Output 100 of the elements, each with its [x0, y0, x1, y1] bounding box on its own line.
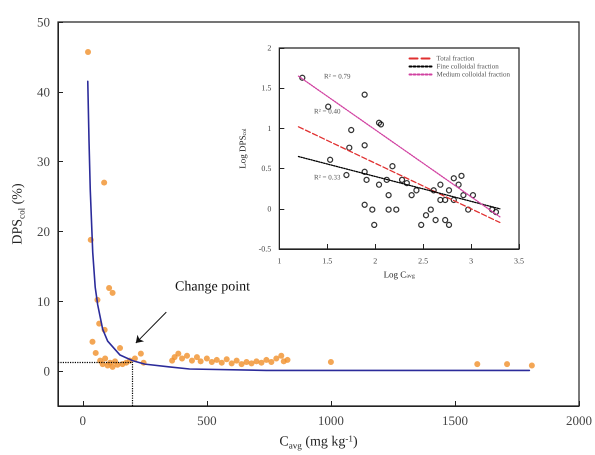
point [470, 192, 476, 198]
point [437, 196, 444, 204]
point [386, 206, 392, 213]
point [214, 356, 220, 363]
point [278, 352, 284, 359]
point [92, 350, 99, 356]
point [117, 345, 124, 352]
point [384, 176, 390, 183]
point [348, 126, 354, 134]
point [422, 212, 430, 218]
y-tick-label: 10 [37, 294, 50, 309]
point [398, 176, 406, 183]
y-axis-title: DPScol (%) [10, 183, 26, 245]
point [188, 358, 195, 364]
point [418, 222, 424, 228]
point [238, 361, 245, 368]
point [362, 92, 368, 98]
y-tick-label: -0.5 [258, 244, 272, 254]
point [442, 216, 448, 224]
point [110, 364, 116, 370]
point [184, 352, 190, 359]
point [369, 206, 376, 213]
point [253, 358, 260, 364]
point [446, 187, 452, 194]
point [244, 359, 250, 366]
point [404, 180, 410, 186]
point [432, 216, 439, 224]
y-tick-label: 1 [267, 124, 272, 133]
point [408, 192, 415, 198]
point [89, 338, 96, 345]
point [284, 356, 290, 363]
y-tick-label: 20 [37, 224, 50, 239]
point [492, 208, 500, 216]
y-tick-label: 0 [44, 364, 50, 379]
point [393, 206, 400, 213]
y-tick-label: 40 [37, 84, 50, 100]
point [376, 120, 382, 126]
point [198, 358, 204, 364]
x-tick-label: 1.5 [322, 256, 332, 266]
point [224, 356, 230, 362]
point [263, 356, 270, 363]
y-tick-label: 1.5 [261, 84, 272, 93]
point [138, 350, 144, 357]
x-tick-label: 1000 [318, 413, 344, 428]
y-tick-label: 30 [37, 154, 50, 170]
point [85, 49, 92, 56]
point [179, 356, 186, 362]
point [204, 356, 210, 362]
point [299, 74, 306, 81]
point [413, 187, 420, 194]
point [450, 175, 457, 182]
point [456, 182, 462, 188]
point [273, 356, 280, 362]
point [343, 172, 350, 178]
x-tick-label: 2000 [566, 413, 592, 428]
point [504, 361, 510, 368]
point [218, 360, 225, 366]
point [371, 222, 378, 228]
point [363, 176, 370, 183]
point [346, 144, 352, 151]
point [460, 192, 466, 198]
point [376, 182, 382, 188]
point [528, 362, 535, 369]
point [458, 172, 465, 179]
point [450, 196, 457, 204]
point [362, 142, 368, 148]
x-tick-label: 500 [197, 413, 217, 428]
point [234, 358, 240, 364]
point [465, 206, 472, 213]
x-tick-label: 2.5 [418, 256, 428, 266]
x-tick-label: 1 [277, 256, 282, 266]
y-tick-label: 0 [267, 204, 272, 214]
annotation: Change point [175, 280, 250, 294]
y-tick-label: 0.5 [261, 164, 272, 174]
point [386, 192, 392, 198]
line-series [86, 80, 530, 372]
x-tick-label: 0 [80, 413, 86, 428]
point [228, 360, 235, 366]
point [362, 202, 368, 208]
point [362, 168, 368, 175]
x-tick-label: 1500 [442, 413, 468, 428]
point [258, 360, 264, 366]
point [110, 290, 116, 296]
point [194, 354, 200, 360]
point [489, 206, 496, 213]
y-tick-label: 50 [37, 14, 50, 30]
point [102, 356, 108, 362]
point [446, 222, 452, 228]
point [248, 360, 255, 366]
y-tick-label: 2 [267, 44, 272, 52]
point [172, 354, 178, 360]
point [474, 361, 480, 368]
point [106, 285, 112, 292]
point [328, 359, 334, 366]
x-tick-label: 2 [373, 256, 378, 266]
point [101, 180, 108, 186]
x-tick-label: 3 [469, 256, 474, 266]
point [442, 196, 448, 204]
point [327, 156, 334, 163]
point [175, 350, 182, 357]
